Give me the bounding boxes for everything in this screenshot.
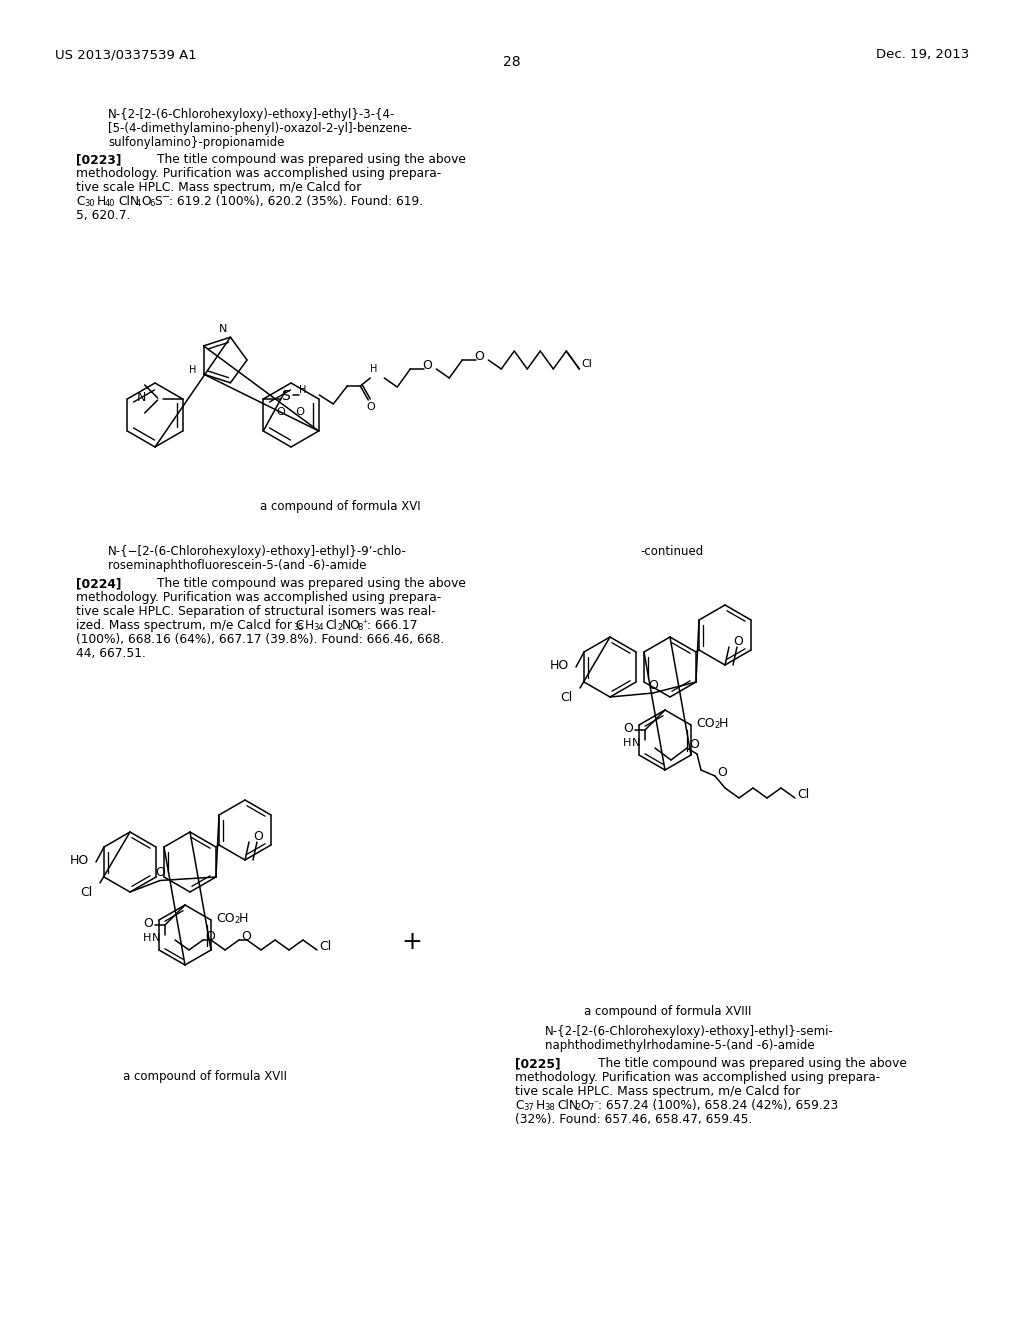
Text: 35: 35: [293, 623, 304, 632]
Text: methodology. Purification was accomplished using prepara-: methodology. Purification was accomplish…: [515, 1071, 881, 1084]
Text: N: N: [152, 933, 161, 942]
Text: O: O: [141, 195, 151, 209]
Text: (32%). Found: 657.46, 658.47, 659.45.: (32%). Found: 657.46, 658.47, 659.45.: [515, 1113, 753, 1126]
Text: sulfonylamino}-propionamide: sulfonylamino}-propionamide: [108, 136, 285, 149]
Text: HO: HO: [70, 854, 89, 867]
Text: a compound of formula XVII: a compound of formula XVII: [123, 1071, 287, 1082]
Text: O: O: [367, 403, 375, 412]
Text: 2: 2: [233, 916, 240, 925]
Text: 8: 8: [357, 623, 362, 632]
Text: H: H: [536, 1100, 545, 1111]
Text: H: H: [143, 933, 152, 942]
Text: C: C: [515, 1100, 523, 1111]
Text: : 657.24 (100%), 658.24 (42%), 659.23: : 657.24 (100%), 658.24 (42%), 659.23: [598, 1100, 839, 1111]
Text: C: C: [76, 195, 85, 209]
Text: S: S: [282, 389, 290, 403]
Text: O: O: [253, 830, 263, 843]
Text: CO: CO: [696, 717, 715, 730]
Text: 44, 667.51.: 44, 667.51.: [76, 647, 145, 660]
Text: ized. Mass spectrum, m/e Calcd for C: ized. Mass spectrum, m/e Calcd for C: [76, 619, 304, 632]
Text: 2: 2: [714, 721, 719, 730]
Text: methodology. Purification was accomplished using prepara-: methodology. Purification was accomplish…: [76, 168, 441, 180]
Text: ⁺: ⁺: [362, 619, 368, 630]
Text: 4: 4: [136, 199, 141, 209]
Text: (100%), 668.16 (64%), 667.17 (39.8%). Found: 666.46, 668.: (100%), 668.16 (64%), 667.17 (39.8%). Fo…: [76, 634, 444, 645]
Text: 5, 620.7.: 5, 620.7.: [76, 209, 130, 222]
Text: Cl: Cl: [582, 359, 592, 370]
Text: N-{2-[2-(6-Chlorohexyloxy)-ethoxy]-ethyl}-semi-: N-{2-[2-(6-Chlorohexyloxy)-ethoxy]-ethyl…: [545, 1026, 834, 1038]
Text: US 2013/0337539 A1: US 2013/0337539 A1: [55, 48, 197, 61]
Text: Cl: Cl: [80, 886, 92, 899]
Text: [0223]: [0223]: [76, 153, 122, 166]
Text: The title compound was prepared using the above: The title compound was prepared using th…: [598, 1057, 907, 1071]
Text: +: +: [401, 931, 423, 954]
Text: NO: NO: [342, 619, 360, 632]
Text: H: H: [305, 619, 314, 632]
Text: 2: 2: [337, 623, 342, 632]
Text: O: O: [648, 678, 657, 692]
Text: [0225]: [0225]: [515, 1057, 560, 1071]
Text: O: O: [422, 359, 432, 372]
Text: O   O: O O: [278, 407, 305, 417]
Text: N: N: [137, 391, 146, 404]
Text: O: O: [717, 766, 727, 779]
Text: 7: 7: [588, 1104, 593, 1111]
Text: H: H: [623, 738, 632, 748]
Text: 38: 38: [544, 1104, 555, 1111]
Text: H: H: [719, 717, 728, 730]
Text: 30: 30: [84, 199, 94, 209]
Text: O: O: [623, 722, 633, 735]
Text: O: O: [143, 917, 153, 931]
Text: O: O: [474, 350, 484, 363]
Text: N-{−[2-(6-Chlorohexyloxy)-ethoxy]-ethyl}-9’-chlo-: N-{−[2-(6-Chlorohexyloxy)-ethoxy]-ethyl}…: [108, 545, 407, 558]
Text: 6: 6: [150, 199, 155, 209]
Text: [5-(4-dimethylamino-phenyl)-oxazol-2-yl]-benzene-: [5-(4-dimethylamino-phenyl)-oxazol-2-yl]…: [108, 121, 412, 135]
Text: tive scale HPLC. Mass spectrum, m/e Calcd for: tive scale HPLC. Mass spectrum, m/e Calc…: [76, 181, 361, 194]
Text: ClN: ClN: [557, 1100, 579, 1111]
Text: N: N: [219, 323, 227, 334]
Text: S: S: [154, 195, 162, 209]
Text: The title compound was prepared using the above: The title compound was prepared using th…: [157, 577, 466, 590]
Text: H: H: [189, 366, 197, 375]
Text: −: −: [162, 191, 170, 202]
Text: H: H: [371, 364, 378, 374]
Text: [0224]: [0224]: [76, 577, 122, 590]
Text: ⁻: ⁻: [593, 1100, 598, 1109]
Text: O: O: [241, 931, 251, 942]
Text: H: H: [299, 385, 306, 395]
Text: N-{2-[2-(6-Chlorohexyloxy)-ethoxy]-ethyl}-3-{4-: N-{2-[2-(6-Chlorohexyloxy)-ethoxy]-ethyl…: [108, 108, 395, 121]
Text: 34: 34: [313, 623, 324, 632]
Text: Dec. 19, 2013: Dec. 19, 2013: [876, 48, 969, 61]
Text: 28: 28: [503, 55, 521, 69]
Text: a compound of formula XVIII: a compound of formula XVIII: [585, 1005, 752, 1018]
Text: 37: 37: [523, 1104, 534, 1111]
Text: CO: CO: [216, 912, 234, 925]
Text: methodology. Purification was accomplished using prepara-: methodology. Purification was accomplish…: [76, 591, 441, 605]
Text: tive scale HPLC. Mass spectrum, m/e Calcd for: tive scale HPLC. Mass spectrum, m/e Calc…: [515, 1085, 801, 1098]
Text: -continued: -continued: [640, 545, 703, 558]
Text: O: O: [689, 738, 698, 751]
Text: Cl: Cl: [560, 690, 572, 704]
Text: O: O: [580, 1100, 590, 1111]
Text: H: H: [239, 912, 249, 925]
Text: 40: 40: [105, 199, 116, 209]
Text: tive scale HPLC. Separation of structural isomers was real-: tive scale HPLC. Separation of structura…: [76, 605, 436, 618]
Text: 2: 2: [575, 1104, 581, 1111]
Text: naphthodimethylrhodamine-5-(and -6)-amide: naphthodimethylrhodamine-5-(and -6)-amid…: [545, 1039, 815, 1052]
Text: roseminaphthofluorescein-5-(and -6)-amide: roseminaphthofluorescein-5-(and -6)-amid…: [108, 558, 367, 572]
Text: a compound of formula XVI: a compound of formula XVI: [260, 500, 420, 513]
Text: Cl: Cl: [325, 619, 337, 632]
Text: N: N: [632, 738, 640, 748]
Text: O: O: [155, 866, 165, 879]
Text: HO: HO: [550, 659, 569, 672]
Text: ClN: ClN: [118, 195, 139, 209]
Text: Cl: Cl: [319, 940, 331, 953]
Text: : 619.2 (100%), 620.2 (35%). Found: 619.: : 619.2 (100%), 620.2 (35%). Found: 619.: [169, 195, 423, 209]
Text: Cl: Cl: [797, 788, 809, 801]
Text: The title compound was prepared using the above: The title compound was prepared using th…: [157, 153, 466, 166]
Text: O: O: [733, 635, 742, 648]
Text: O: O: [205, 931, 215, 942]
Text: : 666.17: : 666.17: [367, 619, 418, 632]
Text: H: H: [97, 195, 106, 209]
